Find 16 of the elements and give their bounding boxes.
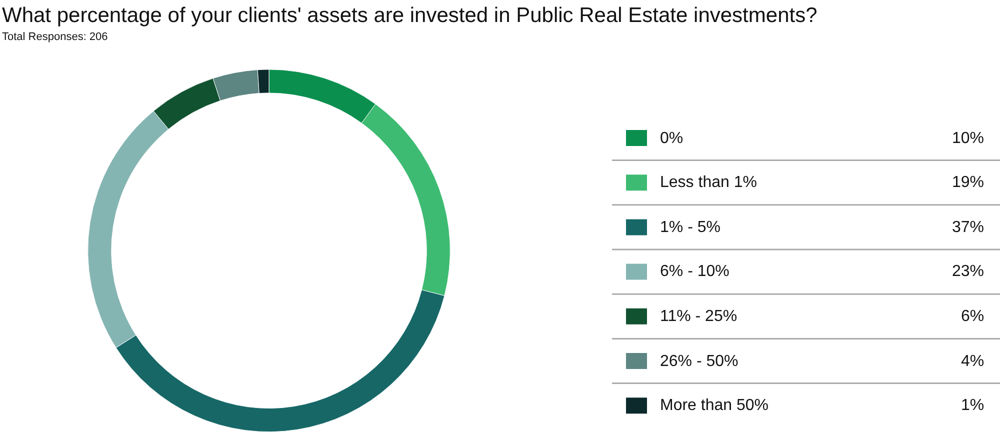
chart-subtitle: Total Responses: 206 xyxy=(2,31,108,43)
legend-label: 11% - 25% xyxy=(660,308,738,325)
legend-label: 0% xyxy=(660,130,684,147)
legend-label: More than 50% xyxy=(660,397,769,414)
data-label: 4% xyxy=(961,353,984,370)
data-label: 10% xyxy=(952,130,984,147)
data-label: 23% xyxy=(952,263,984,280)
data-label: 1% xyxy=(961,397,984,414)
data-label: 19% xyxy=(952,174,984,191)
legend-label: Less than 1% xyxy=(660,174,757,191)
data-label: 6% xyxy=(961,308,984,325)
legend-label: 6% - 10% xyxy=(660,263,730,280)
chart-title: What percentage of your clients' assets are invested in Public Real Estate investments? xyxy=(2,4,818,27)
legend-label: 26% - 50% xyxy=(660,353,738,370)
data-label: 37% xyxy=(952,219,984,236)
legend-label: 1% - 5% xyxy=(660,219,720,236)
